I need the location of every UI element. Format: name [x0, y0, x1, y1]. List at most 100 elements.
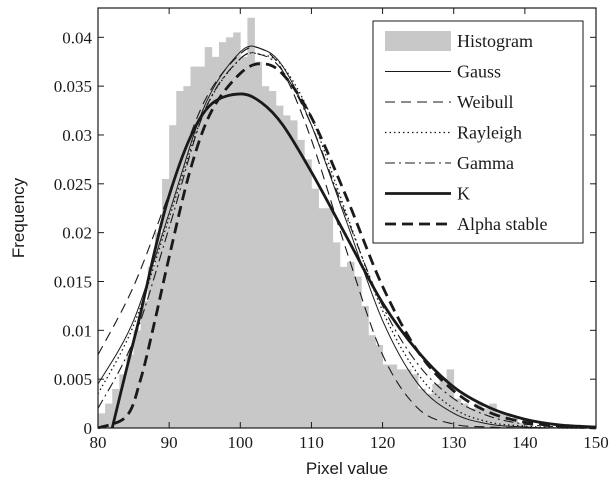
legend-label: Gamma: [457, 153, 514, 173]
histogram-bar: [268, 91, 277, 429]
histogram-bar: [354, 276, 362, 428]
histogram-bar: [396, 369, 405, 428]
histogram-bar: [411, 374, 419, 428]
histogram-bar: [275, 105, 284, 429]
legend-entry-rayleigh: Rayleigh: [385, 123, 522, 143]
histogram-bar: [325, 208, 334, 428]
legend-entry-weibull: Weibull: [385, 92, 514, 112]
legend-label: Alpha stable: [457, 214, 547, 234]
histogram-bar: [240, 56, 248, 429]
histogram-bar: [197, 66, 206, 428]
histogram-bar: [233, 32, 241, 429]
histogram-bar: [119, 374, 127, 428]
y-tick-label: 0.04: [62, 28, 92, 47]
histogram-bar: [162, 178, 170, 428]
histogram-bar: [510, 418, 519, 428]
histogram-bar: [247, 17, 255, 429]
legend-entry-k: K: [385, 184, 470, 204]
histogram-bar: [211, 56, 220, 429]
histogram-bar: [467, 408, 476, 428]
histogram-bar: [204, 47, 213, 428]
plot-frame: [97, 7, 597, 429]
x-tick-label: 110: [299, 433, 324, 452]
legend-entry-gauss: Gauss: [385, 62, 501, 82]
legend-label: K: [457, 184, 470, 204]
legend: Histogram Gauss Weibull Rayleigh Gamma K Alpha…: [372, 20, 584, 244]
histogram-bar: [347, 261, 355, 428]
histogram-bar: [382, 364, 391, 428]
x-tick-label: 80: [90, 433, 107, 452]
y-tick-label: 0.035: [54, 77, 92, 96]
histogram-bar: [368, 335, 376, 428]
histogram-bar: [154, 232, 163, 428]
histogram-bar: [147, 266, 156, 428]
histogram-bar: [403, 369, 412, 428]
histogram-bar: [389, 364, 398, 428]
x-tick-label: 150: [583, 433, 609, 452]
histogram-bars: [98, 17, 526, 429]
y-tick-label: 0.02: [62, 224, 92, 243]
histogram-bar: [176, 91, 184, 429]
histogram-bar: [482, 408, 490, 428]
histogram-bar: [375, 344, 383, 428]
histogram-bar: [105, 403, 113, 428]
histogram-bar: [226, 37, 234, 429]
histogram-bar: [475, 403, 483, 428]
histogram-bar: [517, 423, 526, 428]
y-tick-label: 0.01: [62, 321, 92, 340]
y-tick-label: 0.015: [54, 272, 92, 291]
histogram-bar: [254, 61, 263, 428]
x-axis-label: Pixel value: [306, 459, 388, 478]
y-tick-label: 0.005: [54, 370, 92, 389]
legend-entry-gamma: Gamma: [385, 153, 514, 173]
histogram-bar: [318, 208, 327, 428]
y-tick-label: 0: [84, 419, 93, 438]
curve-k: [110, 92, 597, 429]
histogram-bar: [432, 384, 440, 428]
histogram-bar: [304, 159, 312, 428]
histogram-bar: [446, 369, 455, 428]
curve-gauss: [97, 45, 597, 429]
histogram-bar: [425, 393, 433, 428]
histogram-bar: [297, 139, 305, 429]
histogram-bar: [169, 125, 177, 429]
histogram-bar: [489, 403, 497, 428]
histogram-bar: [311, 188, 319, 428]
legend-label: Histogram: [457, 31, 533, 51]
y-axis-label: Frequency: [9, 177, 28, 258]
histogram-bar: [183, 86, 191, 428]
legend-label: Rayleigh: [457, 123, 522, 143]
legend-entry-alpha-stable: Alpha stable: [385, 214, 547, 234]
y-tick-label: 0.025: [54, 175, 92, 194]
histogram-bar: [126, 354, 134, 428]
legend-label: Weibull: [457, 92, 514, 112]
x-tick-label: 140: [512, 433, 538, 452]
histogram-bar: [290, 120, 298, 428]
histogram-bar: [190, 66, 198, 428]
legend-entry-histogram: Histogram: [385, 31, 533, 51]
histogram-bar: [98, 413, 106, 428]
curve-alpha-stable: [97, 62, 597, 430]
histogram-bar: [332, 242, 341, 428]
y-tick-label: 0.03: [62, 126, 92, 145]
histogram-bar: [361, 305, 369, 428]
histogram-bar: [439, 379, 447, 428]
x-tick-label: 100: [228, 433, 254, 452]
x-tick-label: 90: [161, 433, 178, 452]
histogram-bar: [496, 413, 504, 428]
histogram-bar: [261, 86, 270, 428]
fitted-curves: [97, 45, 597, 430]
histogram-bar: [282, 115, 291, 428]
legend-swatch-histogram: [385, 31, 451, 51]
histogram-bar: [133, 330, 142, 428]
histogram-bar: [218, 42, 227, 428]
axis-ticks: 80 90 100 110 120 130 140 150 0 0.005 0.01 0.015 0.0…: [54, 8, 609, 452]
histogram-bar: [460, 403, 469, 428]
histogram-bar: [339, 266, 348, 428]
x-tick-label: 120: [370, 433, 396, 452]
x-tick-label: 130: [441, 433, 467, 452]
histogram-bar: [418, 388, 426, 428]
histogram-bar: [453, 398, 462, 428]
legend-label: Gauss: [457, 62, 501, 82]
